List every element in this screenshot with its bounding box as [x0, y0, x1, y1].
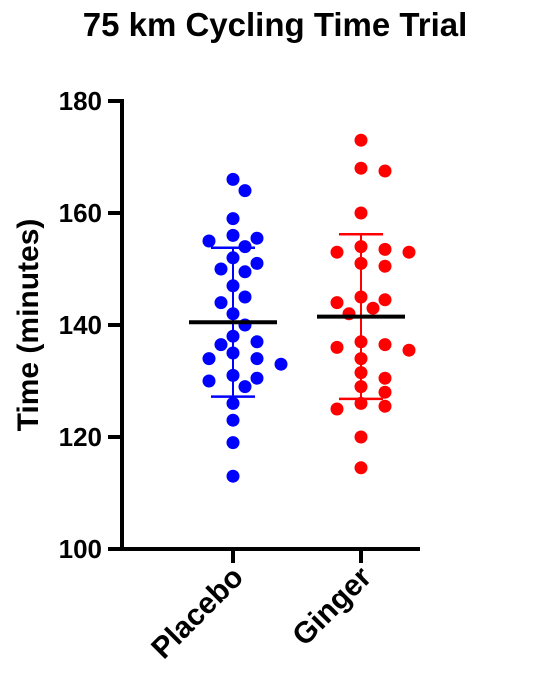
data-point-placebo — [226, 228, 240, 242]
data-point-ginger — [378, 399, 392, 413]
data-point-placebo — [250, 231, 264, 245]
data-point-placebo — [250, 335, 264, 349]
chart-title: 75 km Cycling Time Trial — [82, 6, 468, 43]
y-tick-label: 100 — [59, 534, 102, 564]
data-point-placebo — [214, 262, 228, 276]
data-point-placebo — [226, 212, 240, 226]
data-point-ginger — [378, 259, 392, 273]
data-point-placebo — [250, 371, 264, 385]
data-point-placebo — [238, 265, 252, 279]
data-point-placebo — [202, 352, 216, 366]
data-point-placebo — [202, 234, 216, 248]
data-point-ginger — [330, 245, 344, 259]
data-point-placebo — [226, 469, 240, 483]
data-point-ginger — [378, 293, 392, 307]
data-point-ginger — [354, 133, 368, 147]
data-point-ginger — [402, 343, 416, 357]
data-point-ginger — [378, 385, 392, 399]
data-point-ginger — [378, 338, 392, 352]
y-tick-label: 120 — [59, 422, 102, 452]
data-point-placebo — [250, 256, 264, 270]
data-point-placebo — [274, 357, 288, 371]
data-point-placebo — [226, 172, 240, 186]
data-point-ginger — [354, 430, 368, 444]
data-point-ginger — [330, 296, 344, 310]
data-point-ginger — [378, 242, 392, 256]
y-tick-label: 180 — [59, 86, 102, 116]
data-point-ginger — [366, 301, 380, 315]
data-points — [189, 133, 416, 483]
data-point-ginger — [330, 402, 344, 416]
data-point-placebo — [226, 436, 240, 450]
data-point-placebo — [250, 352, 264, 366]
x-tick-label-placebo: Placebo — [145, 561, 250, 666]
data-point-placebo — [202, 374, 216, 388]
data-point-placebo — [238, 380, 252, 394]
data-point-placebo — [214, 296, 228, 310]
y-axis-title: Time (minutes) — [12, 219, 45, 432]
y-tick-label: 160 — [59, 198, 102, 228]
data-point-ginger — [402, 245, 416, 259]
data-point-ginger — [330, 340, 344, 354]
x-tick-label-ginger: Ginger — [286, 560, 378, 652]
data-point-ginger — [354, 461, 368, 475]
data-point-placebo — [214, 338, 228, 352]
data-point-ginger — [378, 164, 392, 178]
y-tick-label: 140 — [59, 310, 102, 340]
data-point-placebo — [226, 396, 240, 410]
data-point-placebo — [226, 413, 240, 427]
data-point-ginger — [354, 161, 368, 175]
data-point-ginger — [378, 371, 392, 385]
data-point-placebo — [238, 184, 252, 198]
data-point-ginger — [354, 206, 368, 220]
data-point-placebo — [238, 290, 252, 304]
